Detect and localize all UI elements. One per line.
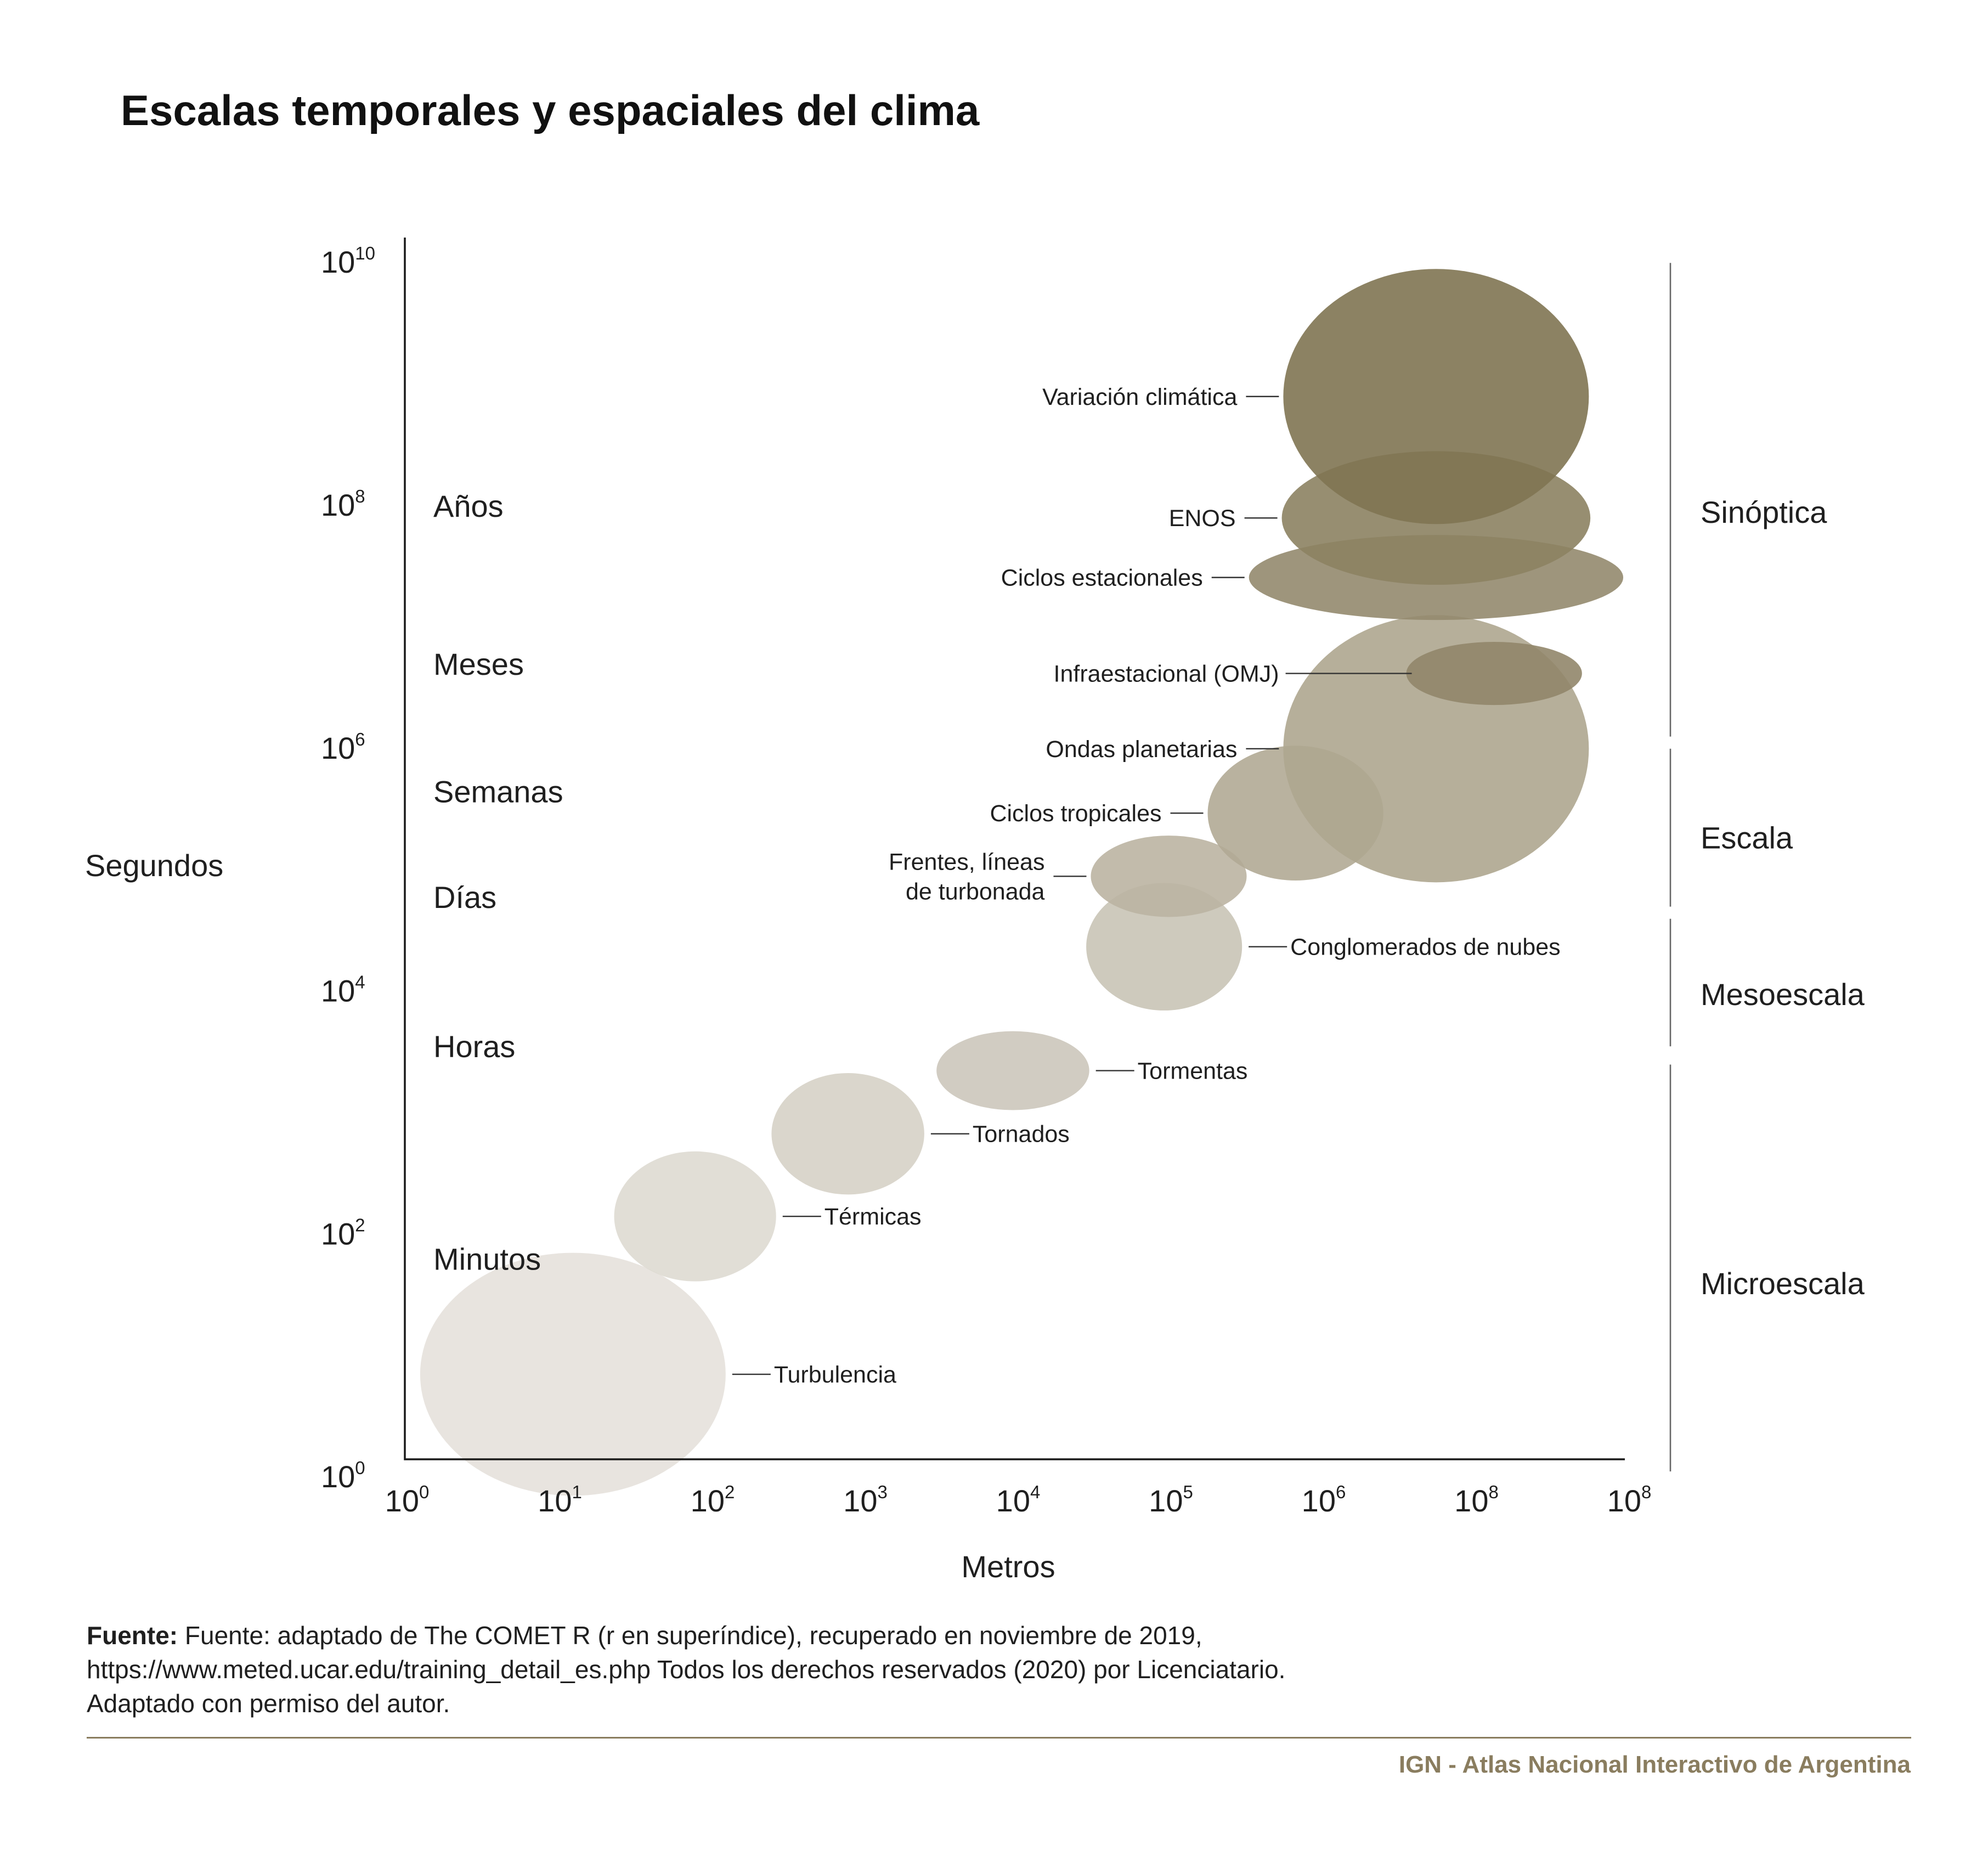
scale-label: Microescala	[1701, 1266, 1865, 1301]
y-tick-label: 1010	[321, 243, 375, 279]
bubble-label: Frentes, líneas	[889, 849, 1044, 875]
bubble-label: Ondas planetarias	[1046, 736, 1237, 763]
scale-label: Sinóptica	[1701, 495, 1827, 529]
x-tick-label: 103	[843, 1482, 888, 1518]
y-tick-label: 104	[321, 972, 365, 1008]
chart-title: Escalas temporales y espaciales del clim…	[121, 86, 980, 134]
footer-divider	[87, 1737, 1911, 1739]
x-tick-label: 100	[385, 1482, 430, 1518]
bubble-label: Conglomerados de nubes	[1290, 934, 1560, 961]
bubble	[1283, 269, 1589, 524]
bubble-label: Tormentas	[1138, 1058, 1248, 1085]
y-tick-label: 108	[321, 486, 365, 522]
bubble-label: ENOS	[1169, 505, 1236, 532]
source-text-1: Fuente: adaptado de The COMET R (r en su…	[178, 1621, 1202, 1650]
time-unit-label: Horas	[433, 1029, 515, 1064]
time-unit-label: Años	[433, 489, 504, 523]
time-unit-labels: Años Meses Semanas Días Horas Minutos	[433, 489, 563, 1277]
time-unit-label: Meses	[433, 647, 524, 681]
time-unit-label: Minutos	[433, 1242, 541, 1277]
source-line-3: Adaptado con permiso del autor.	[87, 1689, 450, 1718]
source-line-1: Fuente: Fuente: adaptado de The COMET R …	[87, 1618, 1897, 1652]
bubble	[1086, 883, 1242, 1011]
y-tick-label: 102	[321, 1215, 365, 1251]
y-tick-label: 106	[321, 729, 365, 765]
bubble	[1091, 836, 1247, 917]
source-bold: Fuente:	[87, 1621, 178, 1650]
bubble-label: Ciclos tropicales	[990, 800, 1161, 827]
x-tick-labels: 100 101 102 103 104 105 106 108 108	[385, 1482, 1652, 1518]
x-tick-label: 104	[996, 1482, 1041, 1518]
source-note: Fuente: Fuente: adaptado de The COMET R …	[87, 1618, 1897, 1720]
scale-label: Escala	[1701, 820, 1793, 855]
bubble	[420, 1252, 726, 1496]
bubble-label: Térmicas	[824, 1204, 922, 1230]
bubble-layer	[420, 269, 1624, 1496]
bubble-label: Tornados	[973, 1121, 1070, 1148]
scale-label: Mesoescala	[1701, 977, 1865, 1012]
x-tick-label: 102	[691, 1482, 735, 1518]
bubble-label: de turbonada	[906, 878, 1045, 905]
bubble-label: Turbulencia	[774, 1362, 896, 1388]
time-unit-label: Días	[433, 880, 496, 915]
time-unit-label: Semanas	[433, 774, 563, 809]
x-tick-label: 101	[538, 1482, 582, 1518]
x-tick-label: 108	[1607, 1482, 1652, 1518]
y-axis-label: Segundos	[85, 848, 223, 883]
publisher-credit: IGN - Atlas Nacional Interactivo de Arge…	[1398, 1751, 1911, 1778]
x-tick-label: 106	[1302, 1482, 1346, 1518]
x-tick-label: 108	[1454, 1482, 1499, 1518]
bubble-label: Infraestacional (OMJ)	[1054, 661, 1279, 687]
bubble	[1406, 641, 1582, 706]
leader-layer	[732, 396, 1412, 1375]
y-tick-label: 100	[321, 1458, 365, 1494]
bubble-label: Ciclos estacionales	[1001, 565, 1203, 591]
y-tick-labels: 100 102 104 106 108 1010	[321, 243, 375, 1494]
phenomenon-label-layer: Turbulencia Térmicas Tornados Tormentas Cong…	[774, 384, 1561, 1388]
x-tick-label: 105	[1149, 1482, 1193, 1518]
bubble	[614, 1151, 776, 1282]
bubble	[936, 1031, 1089, 1110]
x-axis-label: Metros	[961, 1549, 1055, 1584]
source-line-2: https://www.meted.ucar.edu/training_deta…	[87, 1655, 1286, 1684]
bubble-label: Variación climática	[1042, 384, 1237, 410]
axes	[404, 238, 1625, 1460]
scale-brackets: Sinóptica Escala Mesoescala Microescala	[1669, 263, 1865, 1472]
bubble	[771, 1073, 924, 1195]
